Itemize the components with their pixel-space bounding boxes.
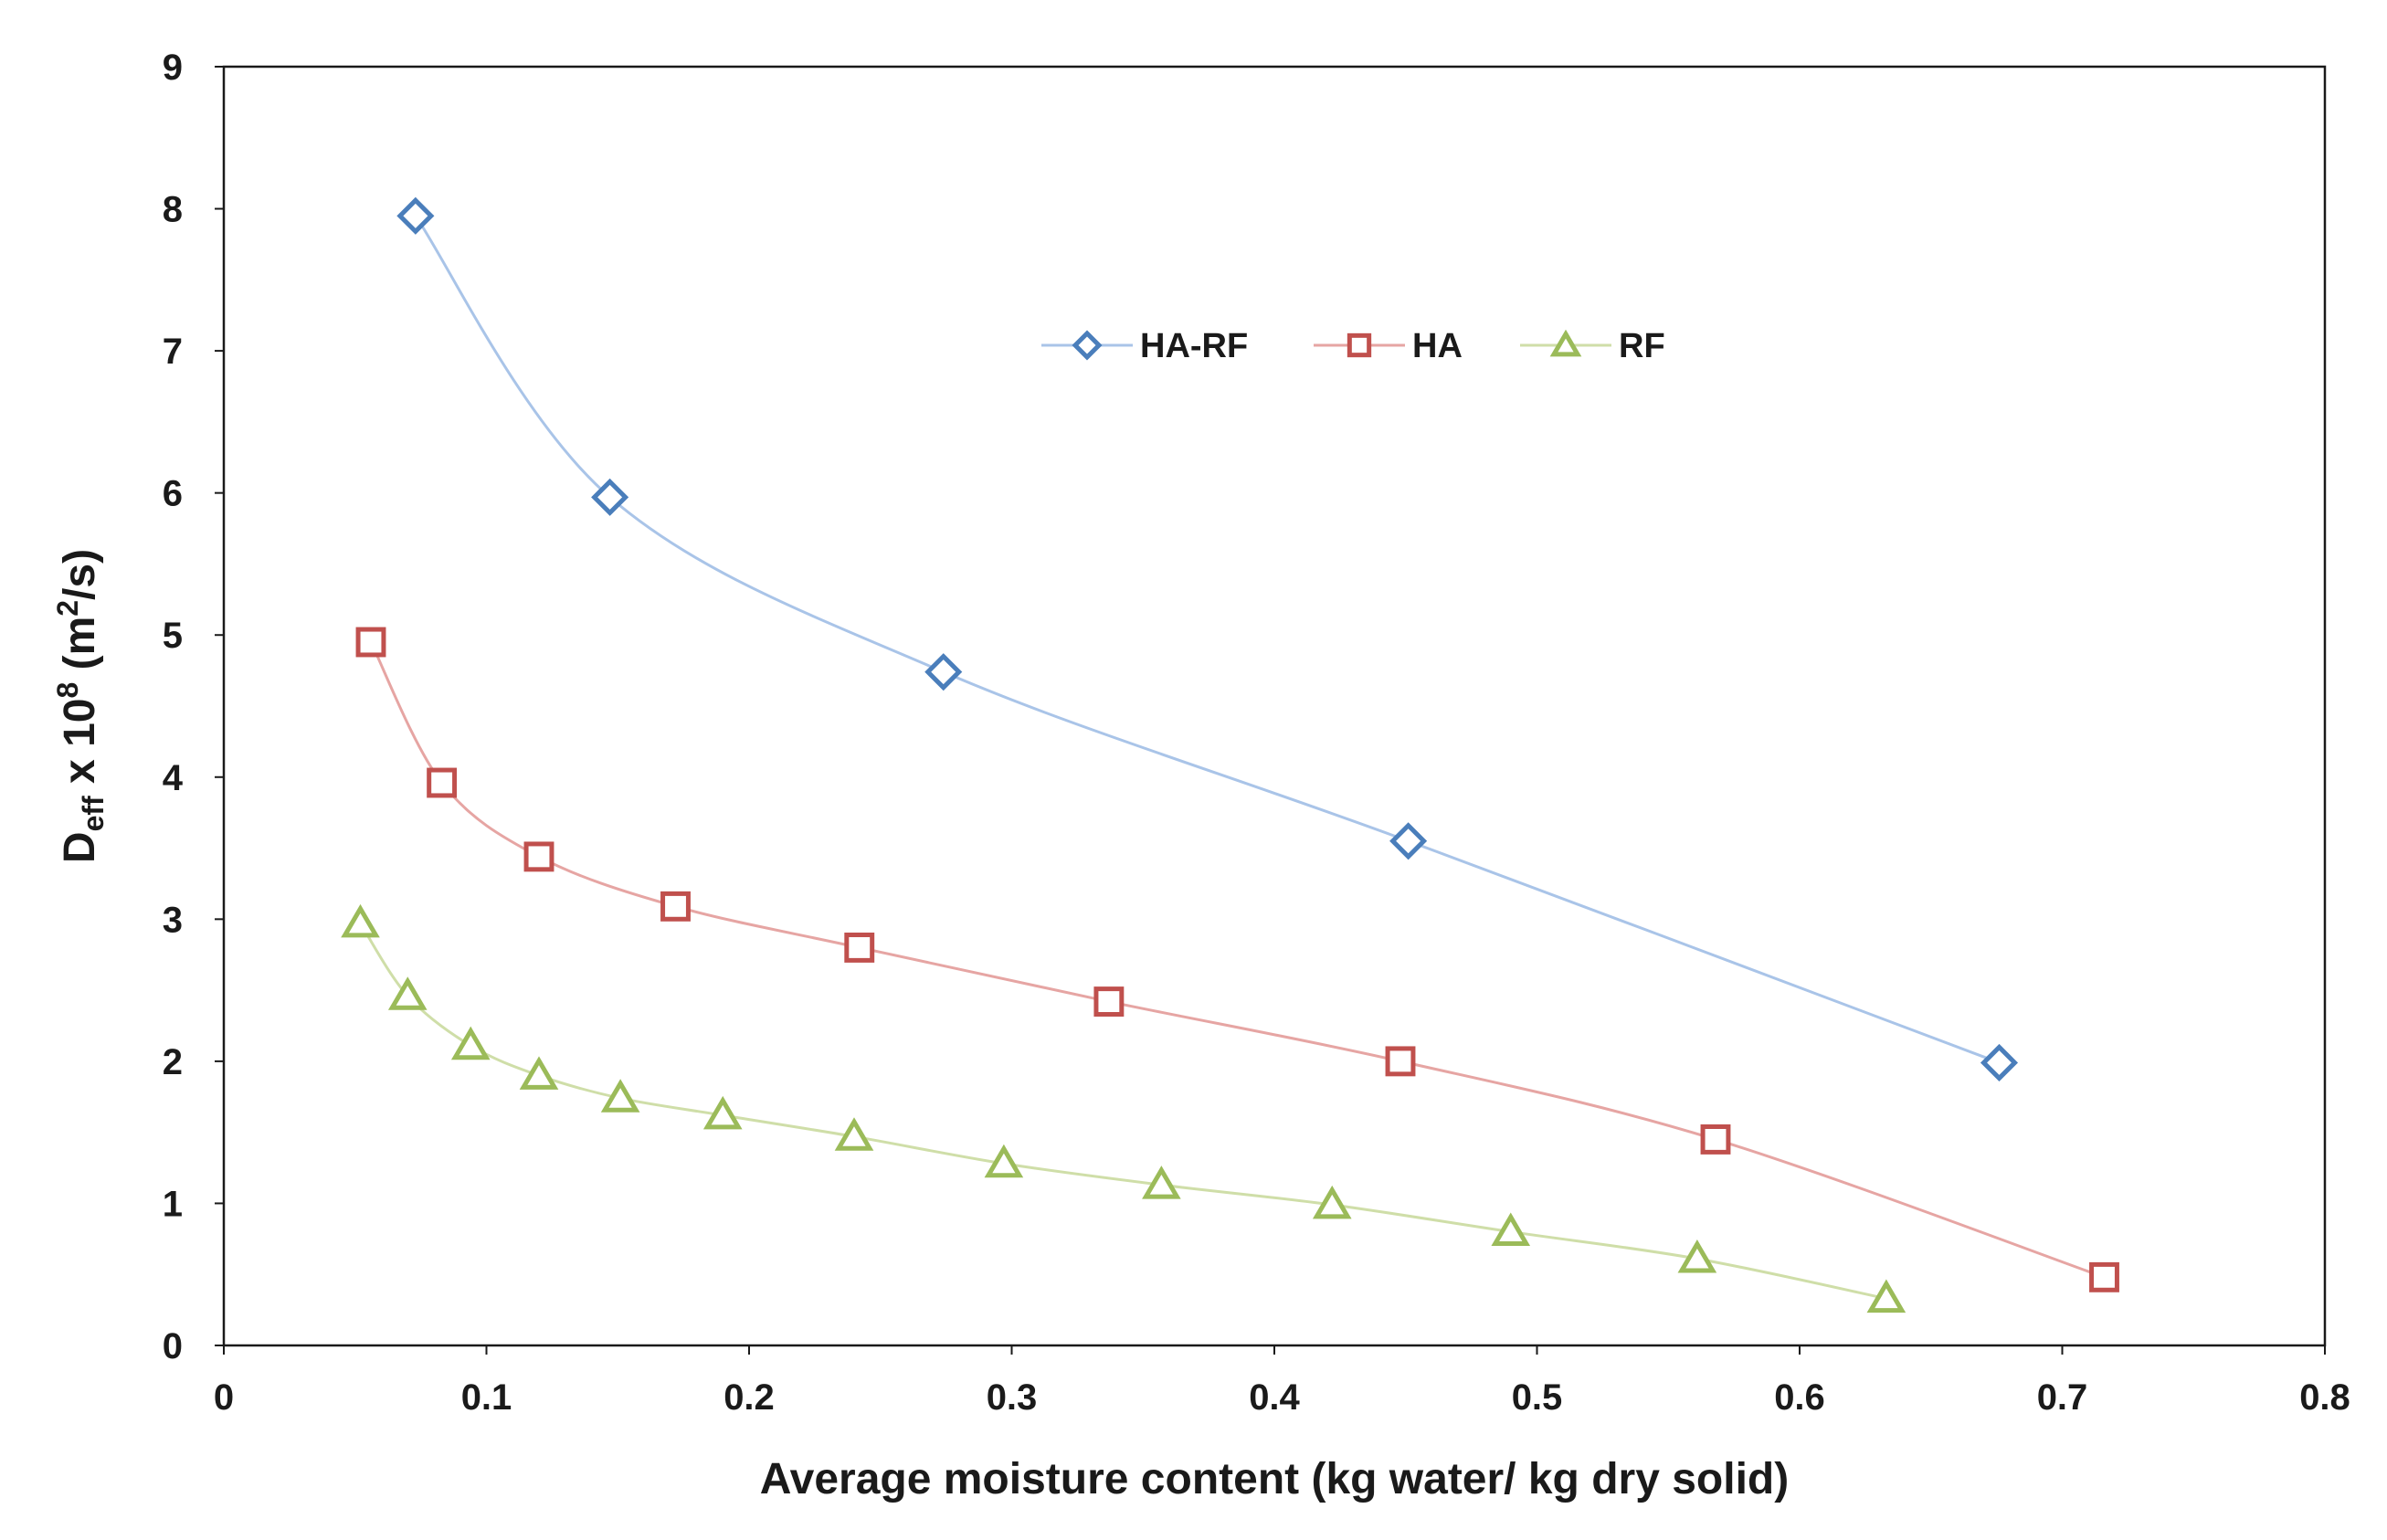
data-point-rf bbox=[1491, 1212, 1531, 1246]
legend-label: RF bbox=[1619, 327, 1665, 365]
x-tick-label: 0.7 bbox=[2037, 1377, 2088, 1418]
data-point-ha-rf bbox=[591, 478, 629, 516]
series-line-ha-rf bbox=[414, 215, 2001, 1064]
x-axis-title: Average moisture content (kg water/ kg d… bbox=[760, 1455, 1789, 1503]
y-axis-title-exp: 8 bbox=[51, 682, 84, 699]
series-markers bbox=[341, 196, 2119, 1313]
legend-item-ha: HA bbox=[1314, 327, 1463, 365]
x-tick-label: 0.6 bbox=[1774, 1377, 1825, 1418]
y-tick-label: 4 bbox=[163, 758, 184, 798]
y-tick-label: 3 bbox=[163, 900, 183, 940]
y-axis-title-mid: x 10 bbox=[56, 699, 104, 796]
y-tick-label: 1 bbox=[163, 1184, 183, 1224]
data-point-rf bbox=[1312, 1185, 1352, 1219]
x-tick-label: 0.4 bbox=[1249, 1377, 1300, 1418]
legend-label: HA-RF bbox=[1140, 327, 1248, 365]
x-axis: 0 0.1 0.2 0.3 0.4 0.5 0.6 0.7 0.8 bbox=[214, 1345, 2350, 1418]
data-point-rf bbox=[702, 1095, 743, 1130]
y-axis-title: Deff x 108 (m2/s) bbox=[51, 549, 110, 863]
legend: HA-RF HA RF bbox=[1041, 327, 1665, 365]
series-line-rf bbox=[359, 923, 1887, 1301]
data-point-rf bbox=[1677, 1239, 1717, 1273]
x-tick-label: 0.2 bbox=[723, 1377, 775, 1418]
legend-item-ha-rf: HA-RF bbox=[1041, 327, 1248, 365]
y-axis-title-unit-open: (m bbox=[56, 617, 104, 682]
data-point-rf bbox=[834, 1117, 874, 1151]
y-axis-title-sub: eff bbox=[77, 796, 110, 831]
data-point-rf bbox=[519, 1056, 559, 1090]
y-axis-title-main: D bbox=[56, 831, 104, 863]
data-point-rf bbox=[450, 1026, 491, 1060]
data-point-rf bbox=[1866, 1279, 1906, 1313]
data-point-ha bbox=[427, 767, 458, 798]
legend-marker bbox=[1347, 332, 1372, 358]
y-tick-label: 0 bbox=[163, 1326, 183, 1366]
y-axis: 0 1 2 3 4 5 6 7 8 9 bbox=[163, 47, 224, 1366]
legend-label: HA bbox=[1412, 327, 1463, 365]
y-tick-label: 2 bbox=[163, 1042, 183, 1082]
y-tick-label: 9 bbox=[163, 47, 183, 88]
data-point-ha-rf bbox=[1389, 822, 1428, 860]
data-point-ha bbox=[844, 933, 875, 963]
y-axis-title-unit-close: /s) bbox=[56, 549, 104, 600]
data-point-ha bbox=[660, 891, 691, 922]
data-point-ha-rf bbox=[924, 653, 963, 691]
data-point-ha bbox=[1385, 1046, 1416, 1077]
y-tick-label: 7 bbox=[163, 332, 183, 372]
data-point-rf bbox=[600, 1079, 640, 1113]
x-tick-label: 0 bbox=[214, 1377, 234, 1418]
x-tick-label: 0.1 bbox=[461, 1377, 512, 1418]
y-axis-title-unit-exp: 2 bbox=[51, 600, 84, 617]
y-tick-label: 5 bbox=[163, 616, 183, 656]
data-point-rf bbox=[341, 903, 380, 938]
data-point-rf bbox=[387, 976, 428, 1010]
x-tick-label: 0.8 bbox=[2299, 1377, 2350, 1418]
y-tick-label: 6 bbox=[163, 474, 183, 514]
legend-marker bbox=[1072, 330, 1103, 361]
data-point-ha-rf bbox=[396, 196, 435, 235]
data-point-ha bbox=[2089, 1261, 2119, 1292]
plot-area bbox=[222, 65, 2327, 1347]
legend-item-rf: RF bbox=[1520, 327, 1665, 365]
x-tick-label: 0.5 bbox=[1512, 1377, 1563, 1418]
y-tick-label: 8 bbox=[163, 190, 183, 230]
data-point-ha bbox=[1093, 986, 1125, 1017]
data-point-ha bbox=[355, 627, 386, 658]
x-tick-label: 0.3 bbox=[987, 1377, 1038, 1418]
data-point-ha bbox=[1700, 1124, 1731, 1155]
data-point-rf bbox=[984, 1144, 1024, 1178]
data-point-ha bbox=[523, 841, 555, 872]
data-point-rf bbox=[1142, 1166, 1181, 1199]
legend-marker bbox=[1549, 329, 1582, 357]
data-point-ha-rf bbox=[1980, 1043, 2019, 1081]
